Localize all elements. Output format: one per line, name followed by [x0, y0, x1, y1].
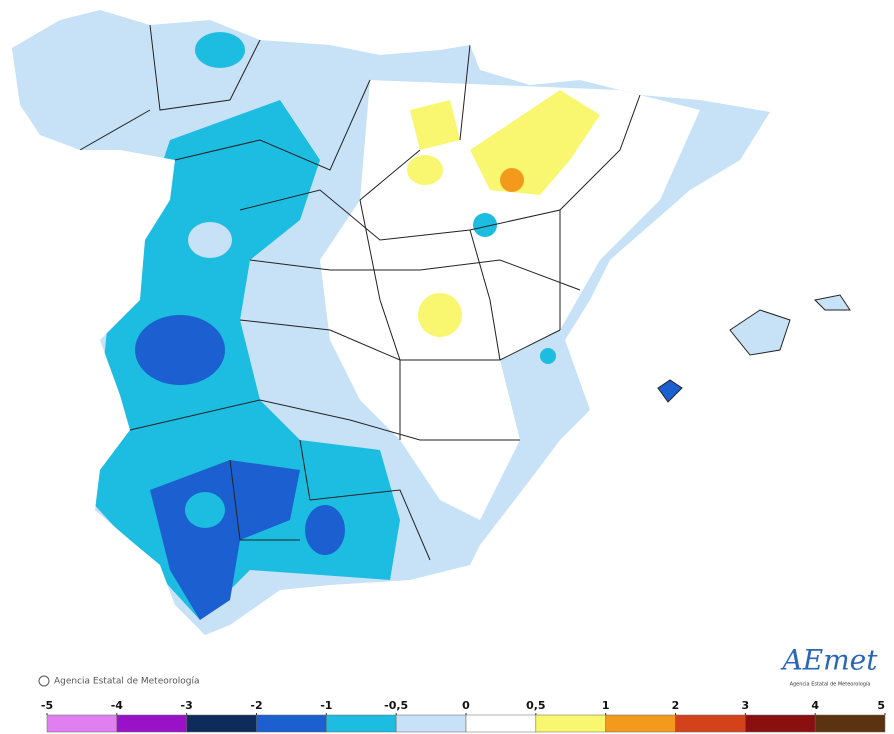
very-wet-spot [500, 168, 524, 192]
legend-swatch [256, 714, 327, 733]
legend-tick-label: -3 [181, 699, 193, 712]
legend-tick-label: 1 [602, 699, 610, 712]
zone [188, 222, 232, 258]
logo: AEmet [779, 644, 878, 677]
wet-zone [407, 155, 443, 185]
dry-spot [473, 213, 497, 237]
dry-spot [540, 348, 556, 364]
legend-tick-label: 3 [742, 699, 750, 712]
island [657, 379, 683, 403]
legend-tick-label: 5 [877, 699, 885, 712]
island [813, 294, 851, 311]
very-dry-zone [305, 505, 345, 555]
legend-swatch [675, 714, 746, 733]
legend-swatch [116, 714, 187, 733]
legend-tick-label: -2 [250, 699, 262, 712]
logo-caption: Agencia Estatal de Meteorología [790, 681, 871, 688]
credit: Agencia Estatal de Meteorología [54, 677, 200, 687]
very-dry-zone [135, 315, 225, 385]
legend-tick-label: -0,5 [384, 699, 408, 712]
map [12, 10, 851, 635]
legend: -5 -4 -3 -2 -1 -0,5 0 0,5 1 2 3 4 5 [41, 699, 886, 733]
legend-swatch [46, 714, 118, 733]
legend-swatch [535, 714, 606, 733]
legend-swatch [326, 714, 397, 733]
legend-tick-label: -1 [320, 699, 332, 712]
legend-tick-label: 2 [672, 699, 680, 712]
dry-zone [185, 492, 225, 528]
legend-swatch [186, 714, 257, 733]
legend-swatch [814, 714, 886, 733]
legend-tick-label: -4 [111, 699, 124, 712]
legend-swatch [465, 714, 537, 733]
legend-tick-label: -5 [41, 699, 53, 712]
legend-tick-label: 0 [462, 699, 470, 712]
dry-zone [195, 32, 245, 68]
legend-swatch [745, 714, 816, 733]
very-dry-zone [150, 460, 300, 620]
legend-swatch [605, 714, 676, 733]
normal-zone [320, 80, 700, 520]
copyright-icon [38, 675, 50, 687]
wet-zone [410, 100, 460, 150]
wet-zone [418, 293, 462, 337]
wet-zone [470, 90, 600, 195]
legend-swatch [395, 714, 467, 733]
legend-tick-label: 0,5 [526, 699, 546, 712]
island [729, 309, 791, 356]
legend-tick-label: 4 [811, 699, 819, 712]
